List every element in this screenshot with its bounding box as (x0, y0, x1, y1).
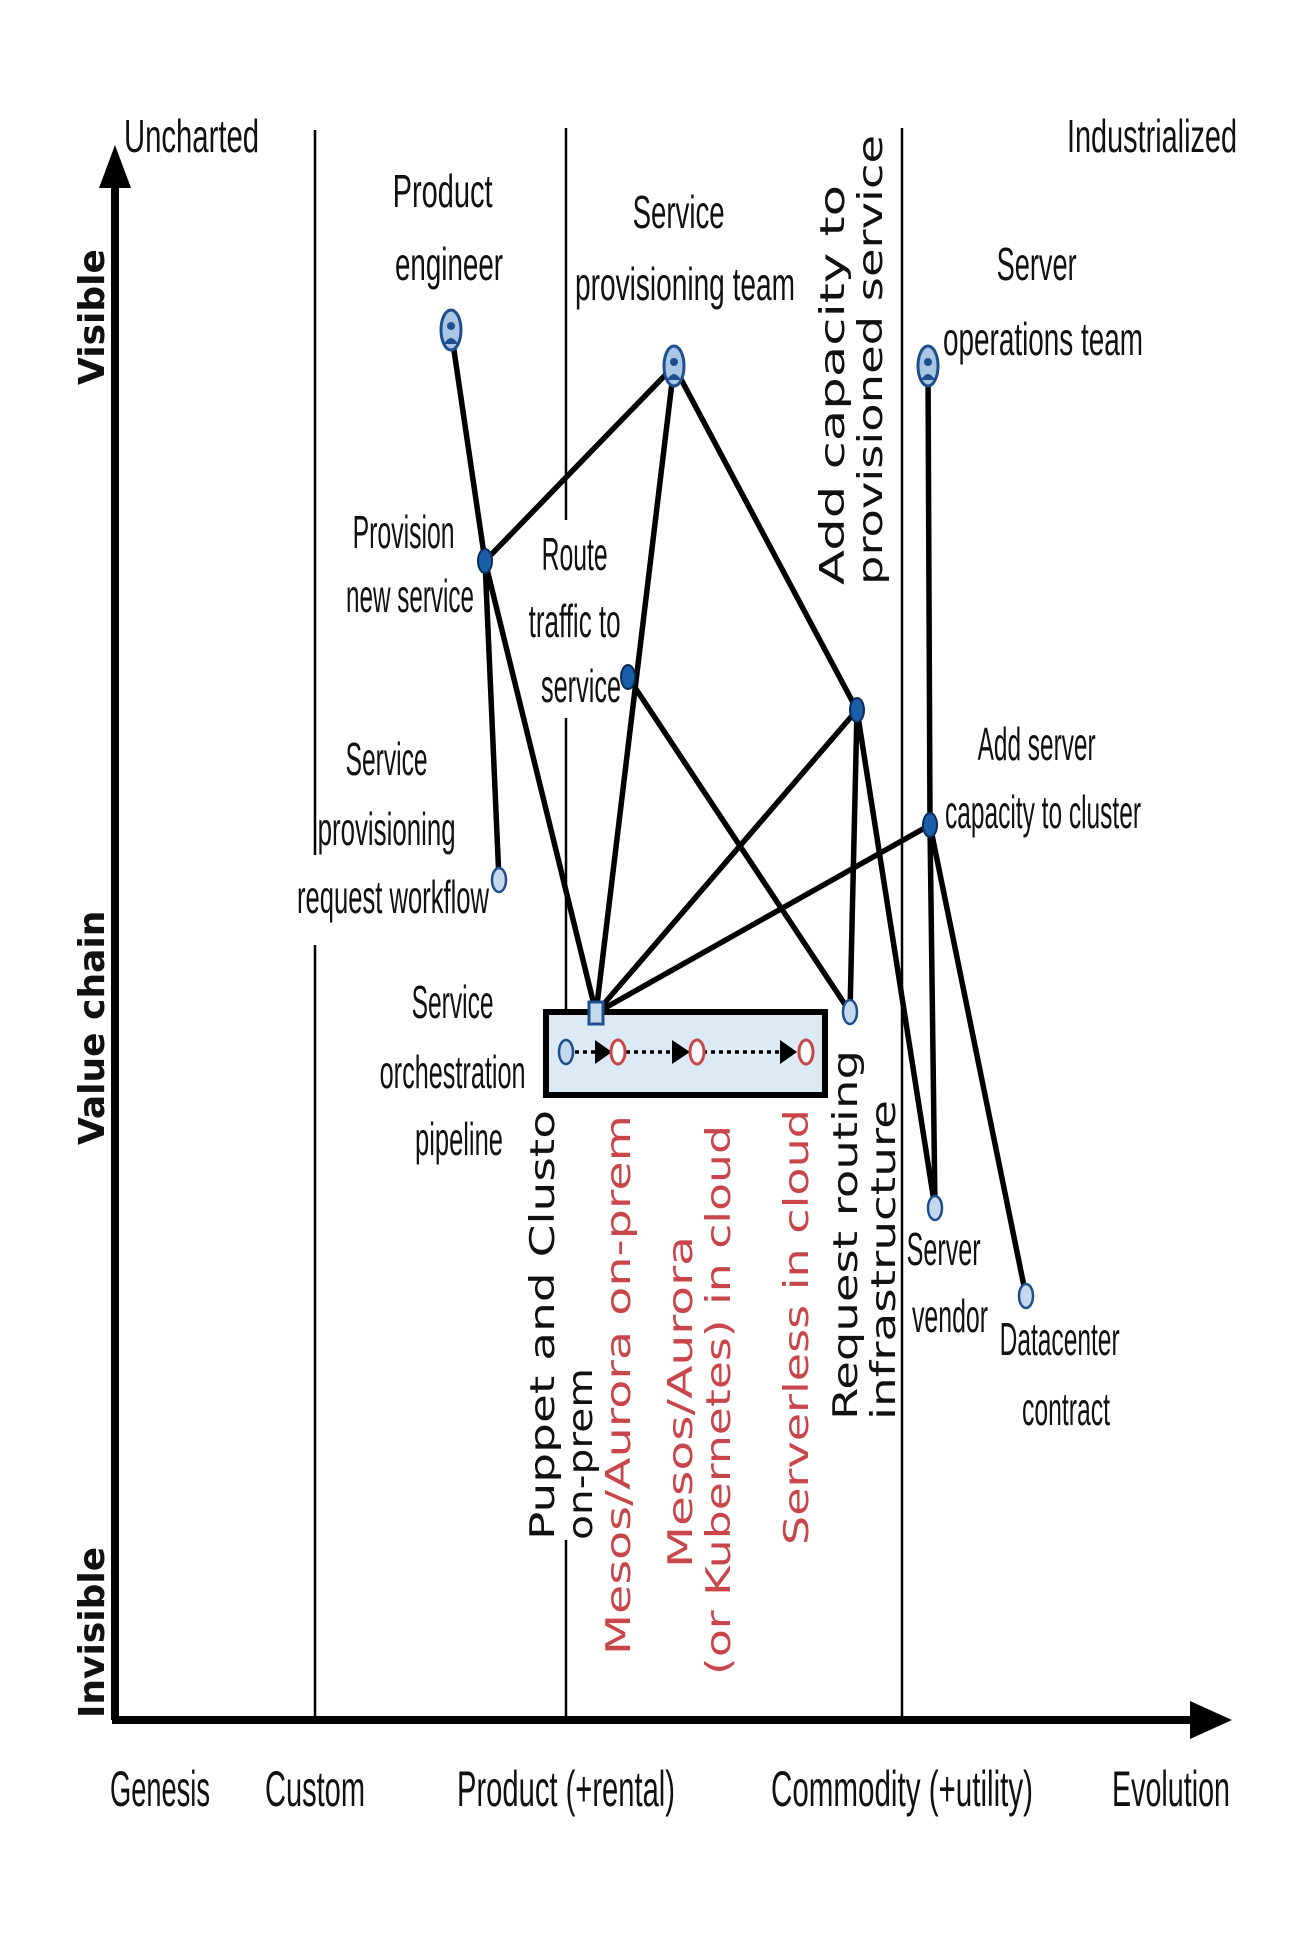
service-provisioning-team-label: Service provisioning team (575, 186, 795, 310)
server-operations-team-node[interactable] (916, 344, 940, 388)
puppet-stage-node[interactable] (557, 1038, 575, 1066)
server-operations-team-label: Server operations team (943, 238, 1143, 365)
route-traffic-label: Route traffic to service (529, 528, 634, 712)
add-server-capacity-label: Add server capacity to cluster (945, 718, 1141, 838)
server-vendor-node[interactable] (926, 1194, 944, 1222)
evolution-label: Evolution (1112, 1761, 1230, 1817)
product-engineer-label: Product engineer (393, 165, 506, 290)
add-capacity-node[interactable] (849, 697, 865, 723)
visible-label: Visible (72, 249, 113, 385)
service-provisioning-team-node[interactable] (662, 344, 686, 388)
request-routing-node[interactable] (841, 998, 859, 1026)
custom-label: Custom (265, 1761, 365, 1817)
workflow-label: Service provisioning request workflow (297, 733, 489, 923)
dependency-edges (448, 327, 1029, 1299)
mesos-cloud-stage-label: Mesos/Aurora (661, 1236, 701, 1568)
mesos-cloud-stage-node[interactable] (688, 1038, 706, 1066)
datacenter-contract-label: Datacenter contract (1000, 1313, 1133, 1435)
server-vendor-label: Server vendor (907, 1223, 994, 1342)
provision-new-service-label: Provision new service (346, 506, 474, 622)
pipeline-label: Service orchestration pipeline (380, 976, 539, 1165)
product-engineer-node[interactable] (439, 308, 463, 352)
pipeline-evolution-arrows (575, 1040, 797, 1064)
puppet-stage-label: Puppet and Clusto on-prem (523, 1099, 601, 1540)
route-traffic-node[interactable] (620, 664, 636, 690)
evolution-arrowhead (1190, 1701, 1232, 1739)
mesos-cloud-stage-label-line2: (or Kubernetes) in cloud (699, 1125, 739, 1675)
workflow-node[interactable] (490, 866, 508, 894)
pipeline-current-node[interactable] (587, 1000, 605, 1026)
serverless-stage-label: Serverless in cloud (777, 1109, 817, 1545)
value-chain-arrowhead (99, 145, 131, 188)
genesis-label: Genesis (110, 1761, 210, 1817)
serverless-stage-node[interactable] (797, 1038, 815, 1066)
mesos-onprem-stage-label: Mesos/Aurora on-prem (599, 1115, 639, 1655)
commodity-label: Commodity (+utility) (771, 1761, 1033, 1817)
product-label: Product (+rental) (457, 1761, 675, 1817)
mesos-onprem-stage-node[interactable] (609, 1038, 627, 1066)
add-server-capacity-node[interactable] (922, 812, 938, 838)
datacenter-contract-node[interactable] (1017, 1282, 1035, 1310)
provision-new-service-node[interactable] (477, 548, 493, 574)
industrialized-label: Industrialized (1067, 110, 1237, 162)
request-routing-label: Request routing infrastructure (826, 1039, 904, 1420)
invisible-label: Invisible (72, 1547, 113, 1718)
value-chain-label: Value chain (72, 911, 113, 1145)
add-capacity-label: Add capacity to provisioned service (813, 135, 891, 585)
uncharted-label: Uncharted (124, 110, 259, 162)
